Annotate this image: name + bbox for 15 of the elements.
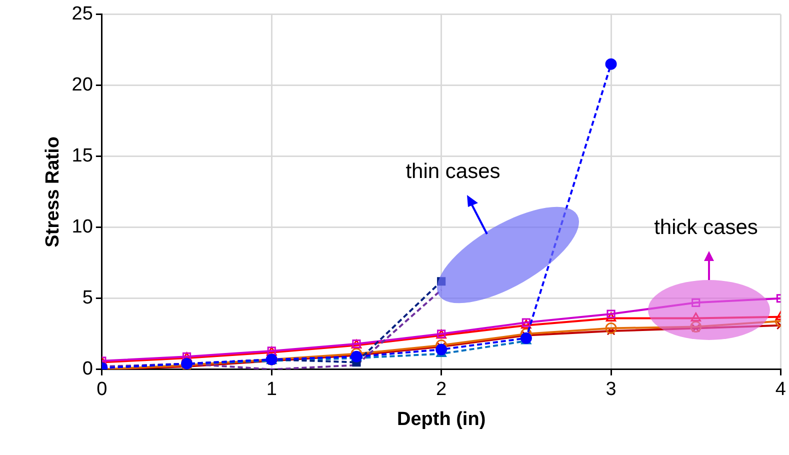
y-tick-label: 25	[72, 4, 93, 25]
y-tick-label: 5	[82, 288, 93, 309]
x-tick-label: 1	[266, 379, 277, 400]
y-axis-title: Stress Ratio	[42, 136, 64, 248]
y-tick-label: 15	[72, 146, 93, 167]
x-tick-label: 4	[775, 379, 786, 400]
annotation: thin cases	[406, 160, 500, 183]
annotation: thick cases	[654, 216, 758, 239]
y-tick-label: 0	[82, 358, 93, 380]
x-tick-label: 2	[436, 379, 447, 400]
x-tick-label: 3	[606, 379, 616, 400]
x-axis-title: Depth (in)	[396, 408, 486, 430]
x-tick-label: 0	[96, 379, 108, 400]
y-tick-label: 20	[72, 74, 93, 96]
y-tick-label: 10	[72, 216, 93, 238]
